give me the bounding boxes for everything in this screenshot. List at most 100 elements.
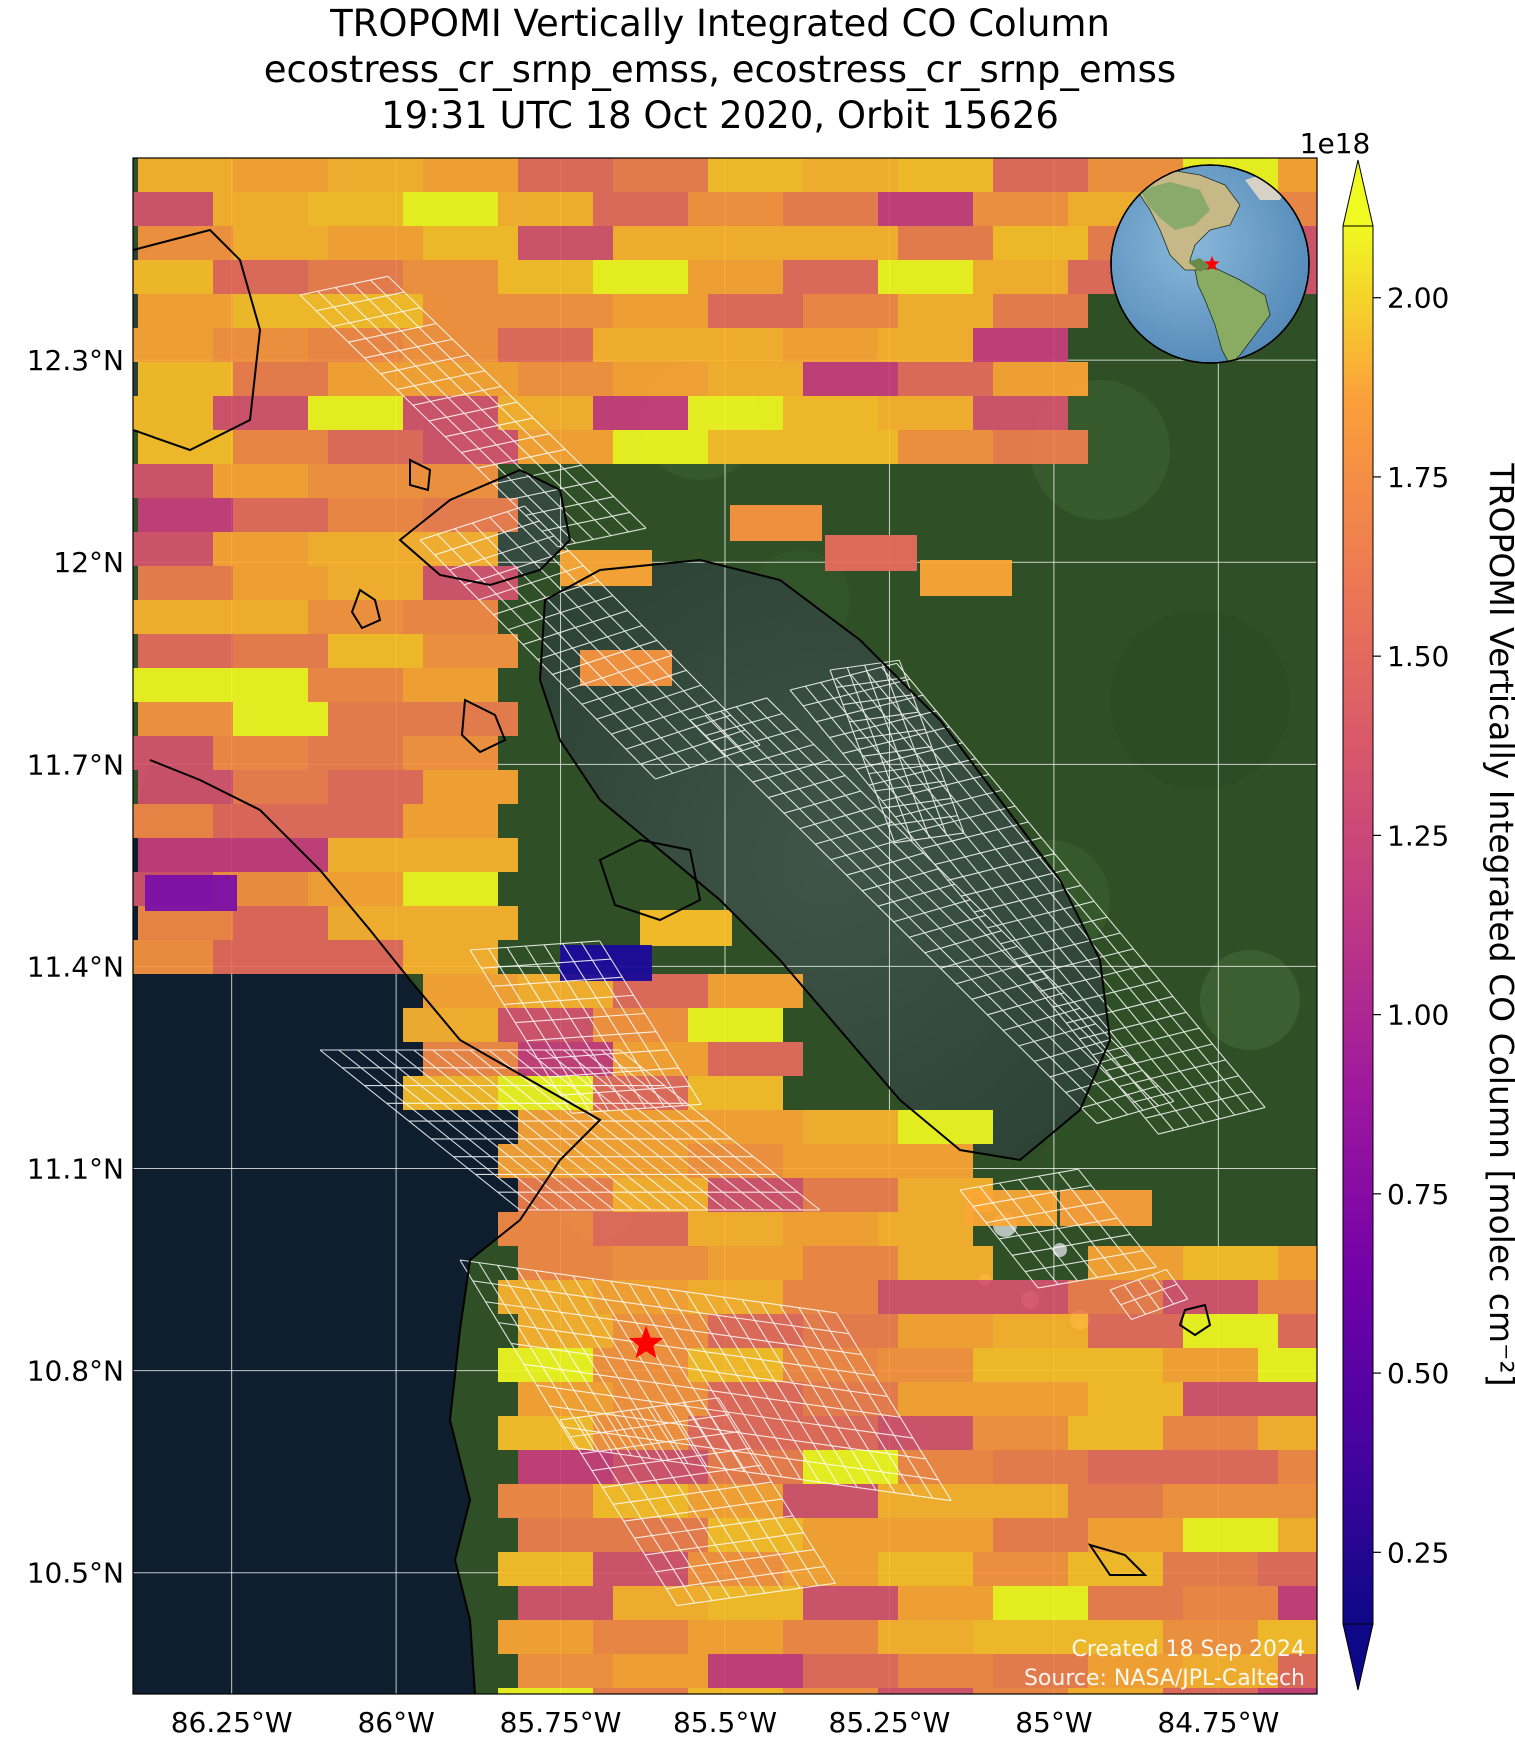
tropomi-pixel [1068, 1348, 1163, 1382]
tropomi-pixel [423, 158, 518, 192]
tropomi-pixel [1163, 1416, 1258, 1450]
tropomi-pixel [518, 1042, 613, 1076]
tropomi-pixel [708, 226, 803, 260]
tropomi-pixel [308, 940, 403, 974]
colorbar-tick-label: 0.25 [1387, 1536, 1449, 1569]
tropomi-pixel [498, 1688, 593, 1694]
tropomi-pixel [878, 192, 973, 226]
tropomi-pixel [973, 1620, 1068, 1654]
tropomi-pixel [878, 396, 973, 430]
tropomi-pixel [898, 1246, 993, 1280]
colorbar-tick-label: 2.00 [1387, 282, 1449, 315]
tropomi-pixel [423, 362, 518, 396]
tropomi-pixel [993, 226, 1088, 260]
lake-nicaragua [540, 560, 1110, 1160]
tropomi-pixel [783, 396, 878, 430]
tropomi-pixel [1183, 1382, 1278, 1416]
tropomi-pixel [233, 498, 328, 532]
tropomi-pixel [1088, 1450, 1183, 1484]
tropomi-pixel [213, 940, 308, 974]
tropomi-pixel-layer [133, 158, 1317, 1694]
lon-tick-label: 85.75°W [500, 1706, 622, 1739]
globe-site-marker-icon [1204, 256, 1220, 271]
tropomi-pixel [328, 770, 423, 804]
tropomi-pixel [213, 668, 308, 702]
tropomi-pixel [593, 1212, 688, 1246]
tropomi-pixel [973, 396, 1068, 430]
colorbar-gradient [1342, 225, 1374, 1625]
tropomi-pixel [133, 804, 213, 838]
tropomi-pixel [1068, 1688, 1163, 1694]
tropomi-pixel [403, 872, 498, 906]
tropomi-pixel [233, 770, 328, 804]
tropomi-pixel [498, 328, 593, 362]
tropomi-pixel [613, 1518, 708, 1552]
colorbar-title: TROPOMI Vertically Integrated CO Column … [1482, 462, 1515, 1386]
tropomi-pixel [688, 396, 783, 430]
source-credit: Source: NASA/JPL-Caltech [1024, 1666, 1305, 1691]
lat-tick-label: 12°N [53, 546, 124, 579]
tropomi-pixel [138, 362, 233, 396]
tropomi-pixel [518, 1654, 613, 1688]
ecostress-footprints [299, 275, 1266, 1607]
tropomi-pixel [423, 974, 518, 1008]
tropomi-pixel [993, 430, 1088, 464]
tropomi-pixel [1088, 1314, 1183, 1348]
tropomi-pixel [133, 260, 213, 294]
tropomi-pixel [783, 1552, 878, 1586]
tropomi-pixel [898, 1382, 993, 1416]
created-date: Created 18 Sep 2024 [1072, 1637, 1306, 1662]
tropomi-pixel [993, 1382, 1088, 1416]
tropomi-pixel [993, 362, 1088, 396]
tropomi-pixel [308, 532, 403, 566]
tropomi-pixel [688, 1348, 783, 1382]
tropomi-pixel [613, 1246, 708, 1280]
tropomi-pixel [213, 396, 308, 430]
tropomi-pixel [803, 226, 898, 260]
tropomi-pixel [498, 1144, 593, 1178]
lat-tick-label: 10.8°N [27, 1355, 124, 1388]
ecostress-footprint [469, 940, 702, 1114]
tropomi-pixel [708, 1314, 803, 1348]
tropomi-pixel [973, 1416, 1068, 1450]
tropomi-pixel [498, 396, 593, 430]
tropomi-pixel [233, 566, 328, 600]
tropomi-pixel [993, 158, 1088, 192]
tropomi-pixel [898, 1586, 993, 1620]
tropomi-pixel [133, 396, 213, 430]
tropomi-pixel [878, 328, 973, 362]
tropomi-pixel [783, 192, 878, 226]
tropomi-pixel [133, 328, 213, 362]
tropomi-pixel [498, 1008, 593, 1042]
tropomi-pixel [1088, 1654, 1183, 1688]
tropomi-pixel [878, 1348, 973, 1382]
tropomi-pixel [308, 872, 403, 906]
tropomi-pixel [878, 1416, 973, 1450]
tropomi-pixel [1163, 1280, 1258, 1314]
tropomi-pixel [688, 1076, 783, 1110]
tropomi-pixel [993, 1450, 1088, 1484]
tropomi-pixel [1278, 1586, 1317, 1620]
tropomi-pixel [803, 1654, 898, 1688]
tropomi-pixel [233, 838, 328, 872]
tropomi-pixel [328, 294, 423, 328]
tropomi-pixel [708, 158, 803, 192]
tropomi-pixel [593, 192, 688, 226]
lon-tick-label: 84.75°W [1157, 1706, 1279, 1739]
ecostress-footprint [459, 1259, 952, 1502]
tropomi-pixel [328, 430, 423, 464]
tropomi-pixel [1163, 1620, 1258, 1654]
tropomi-pixel [423, 498, 518, 532]
title-line-1: TROPOMI Vertically Integrated CO Column [330, 2, 1110, 45]
tropomi-pixel [1258, 1484, 1317, 1518]
colorbar-tick-label: 1.75 [1387, 461, 1449, 494]
tropomi-pixel [993, 1314, 1088, 1348]
tropomi-pixel [783, 328, 878, 362]
lon-tick-label: 86°W [357, 1706, 434, 1739]
tropomi-pixel [803, 1586, 898, 1620]
tropomi-pixel [708, 362, 803, 396]
tropomi-pixel [498, 1212, 593, 1246]
colorbar-tick-label: 1.00 [1387, 999, 1449, 1032]
tropomi-pixel [138, 702, 233, 736]
